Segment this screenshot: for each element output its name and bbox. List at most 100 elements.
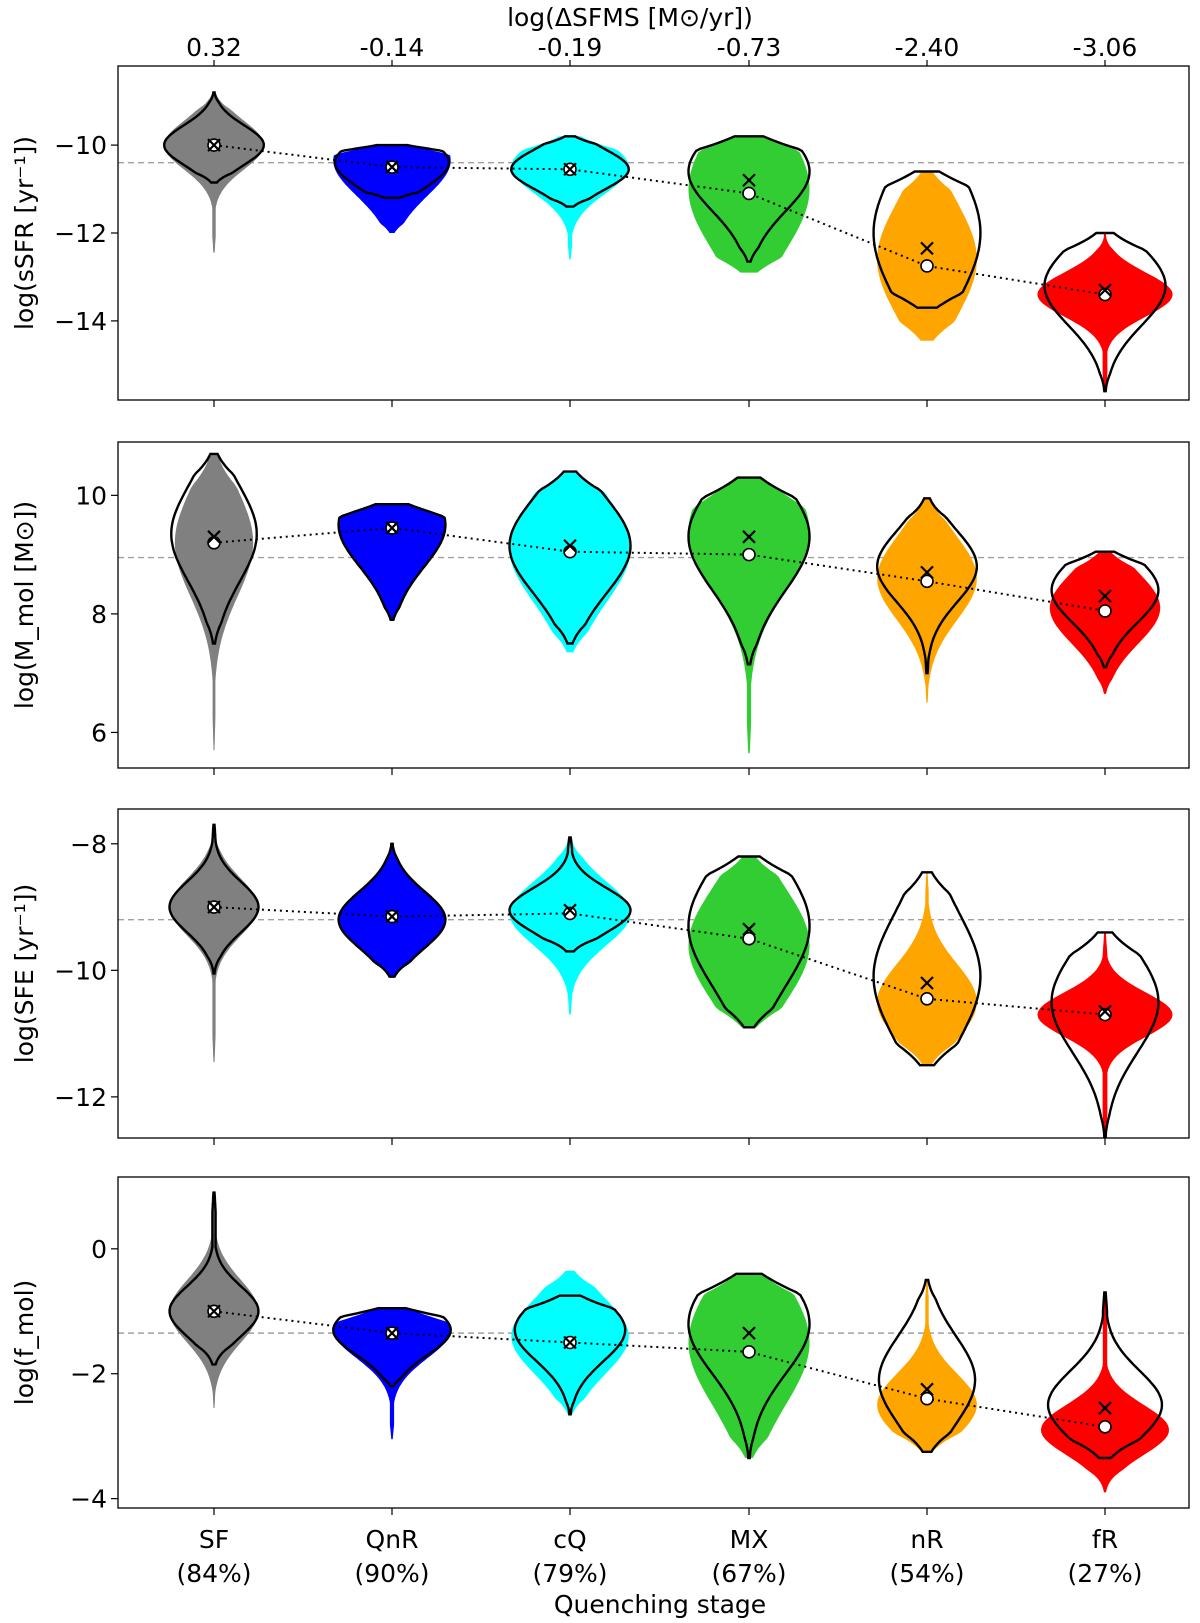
y-axis-label-fmol: log(f_mol) [10,1280,39,1406]
violin-fill-ssfr-fR [1037,233,1173,392]
x-tick-pct-nR: (54%) [889,1559,964,1588]
x-tick-pct-MX: (67%) [711,1559,786,1588]
median-cross-fmol-nR [920,1382,934,1397]
median-circle-sfe-fR [1098,1007,1112,1022]
violin-outline-sfe-MX [687,855,811,1029]
y-axis-label-sfe: log(SFE [yr⁻¹]) [10,884,39,1063]
x-tick-pct-QnR: (90%) [354,1559,429,1588]
y-tick-label-mmol: 6 [91,718,107,747]
top-tick-cQ: -0.19 [538,33,603,62]
violin-fill-sfe-SF [169,824,259,1063]
y-tick-label-fmol: −4 [70,1485,107,1514]
violin-fill-ssfr-SF [164,92,264,253]
violin-outline-fmol-MX [687,1272,811,1460]
violin-outline-ssfr-fR [1043,231,1167,393]
violin-outline-sfe-SF [168,823,260,975]
axes-frame-ssfr [117,65,1190,401]
y-tick-label-fmol: −2 [70,1360,107,1389]
violin-fill-fmol-QnR [333,1308,451,1440]
violin-fill-ssfr-nR [877,171,977,341]
violin-fill-ssfr-MX [688,136,810,273]
median-circle-sfe-nR [920,992,934,1006]
y-tick-label-sfe: −12 [54,1083,107,1112]
y-axis-label-ssfr: log(sSFR [yr⁻¹]) [10,136,39,330]
violin-outline-fmol-cQ [513,1294,627,1416]
violin-fill-sfe-cQ [509,837,631,1015]
top-tick-MX: -0.73 [717,33,782,62]
violin-outline-fmol-SF [168,1191,260,1366]
panel-sfe: −8 −10 −12 log(SFE [yr⁻¹]) [10,808,1190,1145]
violin-fill-ssfr-QnR [333,145,451,233]
median-cross-mmol-fR [1098,589,1112,603]
axes-frame-fmol [117,1176,1190,1509]
x-tick-pct-SF: (84%) [176,1559,251,1588]
median-cross-ssfr-nR [920,241,934,256]
violin-outline-mmol-QnR [337,503,447,621]
top-tick-fR: -3.06 [1073,33,1138,62]
violin-outline-ssfr-nR [872,170,982,309]
y-tick-label-ssfr: −12 [54,219,107,248]
violin-fill-mmol-nR [877,498,977,703]
violin-outline-fmol-QnR [332,1307,452,1388]
median-circle-sfe-cQ [563,906,577,921]
median-cross-ssfr-QnR [385,160,399,174]
y-tick-label-mmol: 10 [75,481,107,510]
median-cross-mmol-nR [920,565,934,580]
median-circle-ssfr-nR [920,259,934,273]
top-axis-label: log(ΔSFMS [M⊙/yr]) [507,3,753,32]
median-cross-mmol-QnR [385,521,399,535]
x-tick-SF: SF [199,1525,229,1554]
violin-outline-ssfr-QnR [333,143,451,199]
x-tick-cQ: cQ [553,1525,586,1554]
median-cross-fmol-fR [1098,1401,1112,1415]
median-circle-mmol-SF [207,535,221,550]
top-tick-QnR: -0.14 [360,33,425,62]
median-circle-ssfr-MX [742,186,756,201]
violin-outline-mmol-fR [1050,550,1160,669]
y-tick-label-ssfr: −14 [54,307,107,336]
violin-fill-mmol-MX [688,477,810,754]
axes-frame-sfe [117,808,1190,1139]
y-axis-label-mmol: log(M_mol [M⊙]) [10,501,39,709]
violin-outline-ssfr-cQ [510,135,630,208]
median-cross-sfe-MX [742,922,756,936]
x-tick-nR: nR [910,1525,943,1554]
median-circle-mmol-cQ [563,544,577,559]
x-axis-label: Quenching stage [554,1590,766,1619]
median-circle-mmol-nR [920,574,934,589]
violin-fill-fmol-SF [169,1192,259,1409]
median-cross-sfe-fR [1098,1004,1112,1019]
violin-outline-mmol-nR [876,497,978,675]
panels: −10 −12 −14 log(sSFR [yr⁻¹]) 10 8 6 log(M_mol [… [10,65,1190,1515]
median-cross-mmol-cQ [563,538,577,553]
violin-outline-sfe-cQ [508,836,632,953]
median-cross-ssfr-cQ [563,162,577,177]
median-circle-fmol-MX [742,1345,756,1359]
median-cross-mmol-MX [742,530,756,544]
y-tick-label-sfe: −10 [54,956,107,985]
violin-outline-sfe-fR [1050,931,1160,1138]
x-tick-MX: MX [730,1525,769,1554]
top-tick-labels: 0.32 -0.14 -0.19 -0.73 -2.40 -3.06 [186,33,1137,66]
violin-fill-sfe-fR [1037,932,1173,1138]
panel-ssfr: −10 −12 −14 log(sSFR [yr⁻¹]) [10,65,1190,407]
median-cross-sfe-cQ [563,903,577,918]
median-circle-fmol-nR [920,1391,934,1406]
median-cross-fmol-cQ [563,1335,577,1350]
median-circle-sfe-MX [742,931,756,946]
median-cross-sfe-SF [207,900,221,914]
median-cross-fmol-QnR [385,1326,399,1340]
violin-fill-fmol-nR [877,1280,977,1452]
median-cross-sfe-nR [920,976,934,990]
median-circle-mmol-fR [1098,604,1112,618]
top-tick-nR: -2.40 [895,33,960,62]
median-circle-mmol-MX [742,547,756,562]
median-cross-sfe-QnR [385,909,399,924]
violin-outline-mmol-MX [687,476,811,666]
violin-fill-fmol-MX [688,1273,810,1458]
top-tick-SF: 0.32 [186,33,242,62]
x-tick-fR: fR [1092,1525,1118,1554]
violin-fill-mmol-fR [1049,551,1161,694]
bottom-tick-labels: SF (84%) QnR (90%) cQ (79%) MX (67%) nR (54%) fR (2… [176,1525,1142,1588]
